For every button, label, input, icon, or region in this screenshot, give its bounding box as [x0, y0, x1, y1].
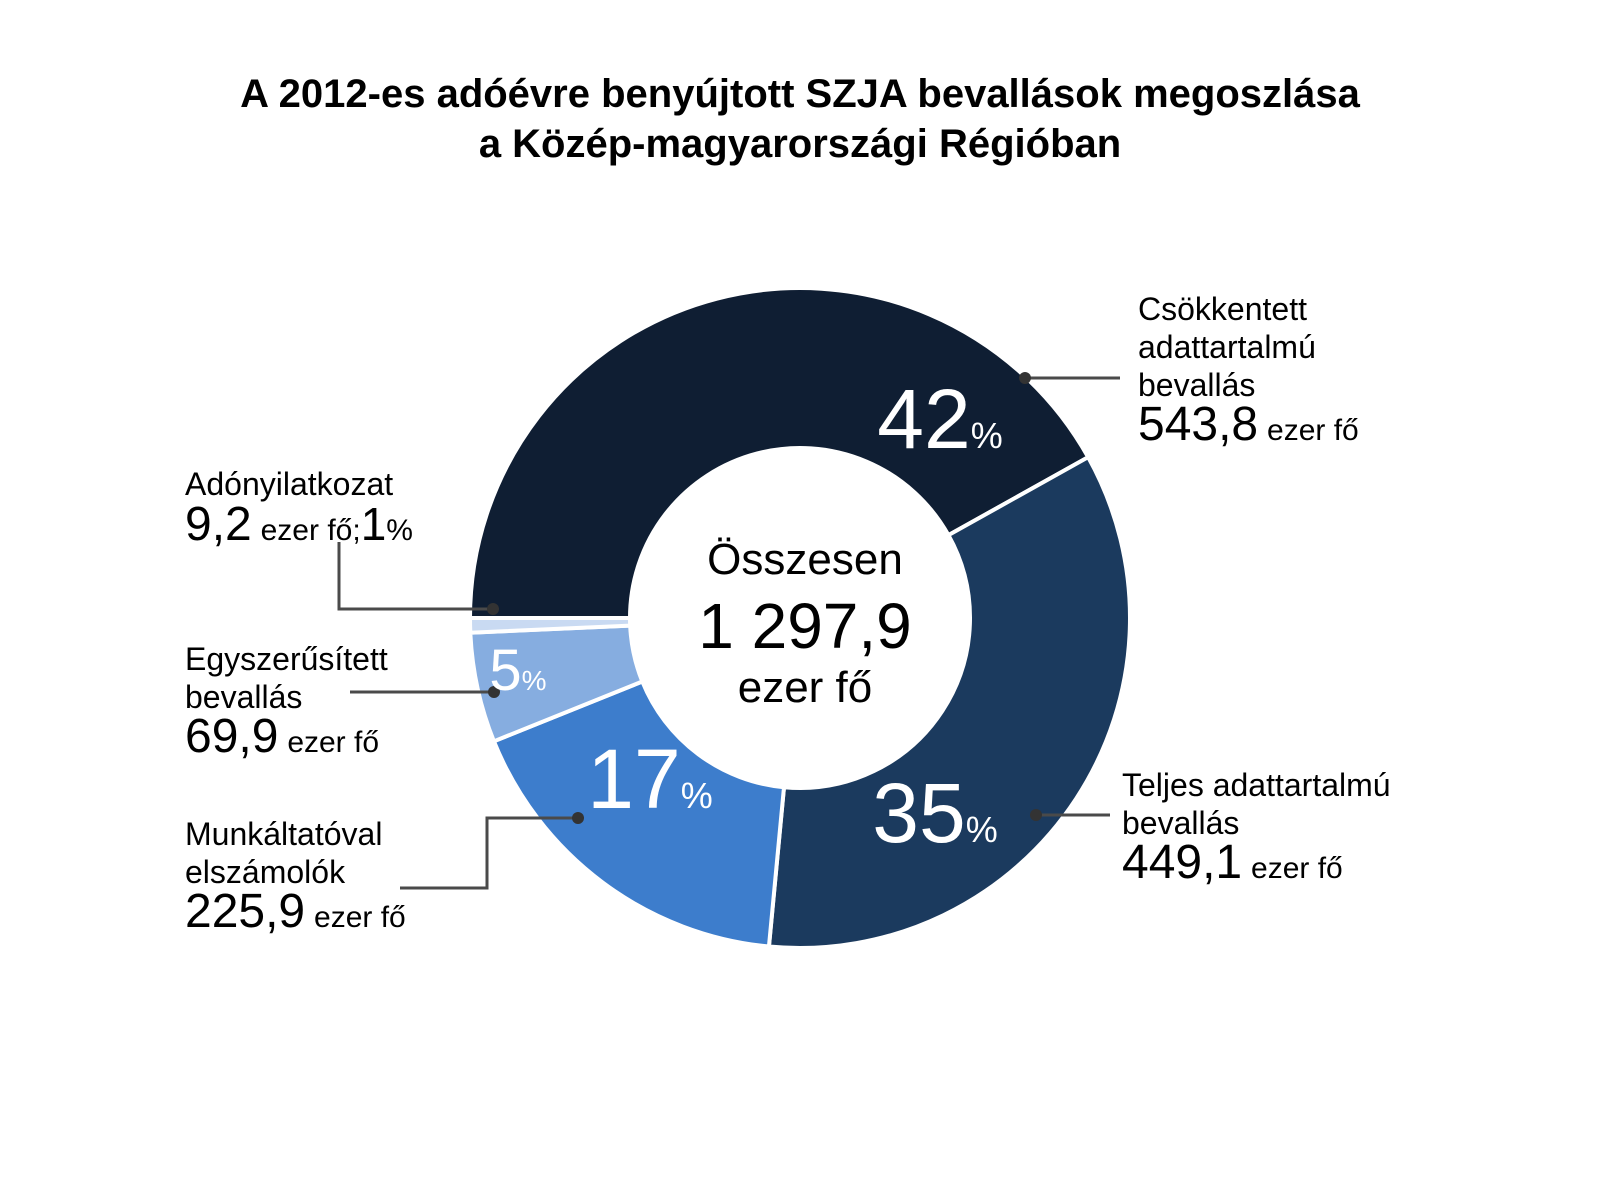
center-value-total: 1 297,9	[698, 590, 912, 662]
leader-line-adonyilatkozat	[337, 542, 493, 611]
slice-adonyilatkozat	[467, 616, 633, 635]
leader-dot-csokkentett	[1019, 372, 1031, 384]
pct-sign-adonyilatkozat: %	[386, 514, 413, 547]
label-egyszerusitett-line-1: Egyszerűsített	[185, 641, 388, 677]
label-csokkentett-line-1: Csökkentett	[1138, 291, 1307, 327]
label-munkaltatoval: Munkáltatóval elszámolók 225,9 ezer fő	[185, 815, 406, 937]
leader-dot-munkaltatoval	[572, 812, 584, 824]
leader-dot-adonyilatkozat	[487, 603, 499, 615]
unit-egyszerusitett: ezer fő	[287, 726, 380, 759]
unit-teljes: ezer fő	[1251, 852, 1343, 885]
value-csokkentett: 543,8	[1138, 398, 1259, 451]
unit-adonyilatkozat: ezer fő	[260, 514, 353, 547]
center-unit-total: ezer fő	[738, 663, 873, 712]
value-munkaltatoval: 225,9	[185, 885, 306, 938]
separator-adonyilatkozat: ;	[352, 514, 361, 547]
pct-label-egyszerusitett: 5%	[489, 638, 546, 703]
chart-title-line-2: a Közép-magyarországi Régióban	[478, 122, 1122, 166]
slice-munkaltatoval	[491, 678, 787, 949]
label-teljes: Teljes adattartalmú bevallás 449,1 ezer …	[1122, 766, 1391, 888]
leader-line-munkaltatoval	[400, 816, 578, 890]
unit-munkaltatoval: ezer fő	[314, 901, 406, 934]
label-csokkentett-line-3: bevallás	[1138, 367, 1256, 403]
leader-dot-teljes	[1030, 809, 1042, 821]
center-label-total: Összesen	[707, 535, 903, 584]
label-adonyilatkozat: Adónyilatkozat 9,2 ezer fő;1%	[185, 465, 413, 550]
slice-teljes	[766, 454, 1132, 950]
pct-label-teljes: 35%	[872, 766, 997, 860]
label-csokkentett: Csökkentett adattartalmú bevallás 543,8 …	[1138, 290, 1359, 450]
value-egyszerusitett: 69,9	[185, 710, 279, 763]
label-egyszerusitett-line-2: bevallás	[185, 679, 303, 715]
slice-csokkentett	[467, 286, 1091, 620]
pct-label-munkaltatoval: 17%	[587, 732, 712, 826]
label-teljes-line-1: Teljes adattartalmú	[1122, 767, 1391, 803]
chart-title-line-1: A 2012-es adóévre benyújtott SZJA bevall…	[240, 72, 1360, 116]
label-adonyilatkozat-line-1: Adónyilatkozat	[185, 466, 394, 502]
pct-adonyilatkozat: 1	[360, 498, 387, 550]
pct-label-csokkentett: 42%	[877, 372, 1002, 466]
label-teljes-line-2: bevallás	[1122, 805, 1240, 841]
value-adonyilatkozat: 9,2	[185, 498, 252, 551]
leader-dot-egyszerusitett	[488, 686, 500, 698]
label-munkaltatoval-line-1: Munkáltatóval	[185, 816, 383, 852]
unit-csokkentett: ezer fő	[1267, 414, 1359, 447]
label-egyszerusitett: Egyszerűsített bevallás 69,9 ezer fő	[185, 640, 388, 762]
label-munkaltatoval-line-2: elszámolók	[185, 854, 346, 890]
value-teljes: 449,1	[1122, 836, 1243, 889]
label-csokkentett-line-2: adattartalmú	[1138, 329, 1316, 365]
